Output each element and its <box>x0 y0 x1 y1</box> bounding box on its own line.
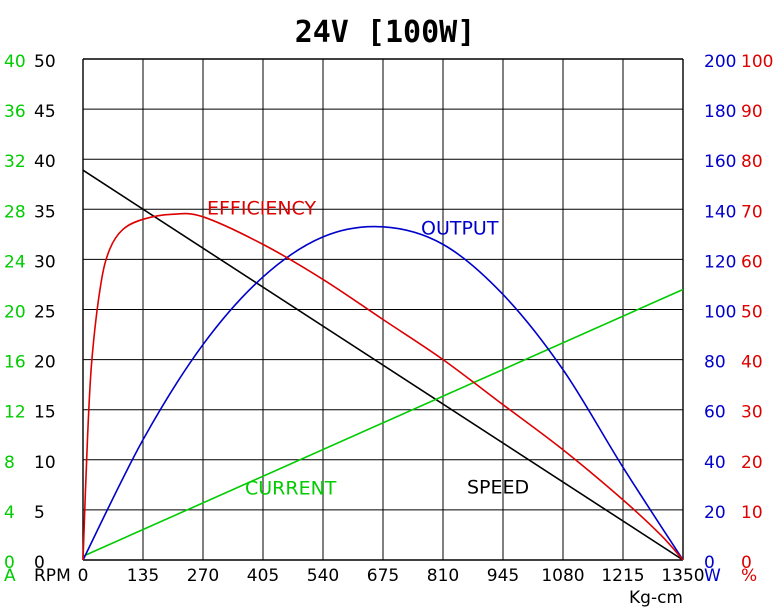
y-tick-label-output: 0 <box>704 553 715 573</box>
tick-labels: 0481216202428323640A05101520253035404550… <box>4 52 773 608</box>
y-tick-label-current: 28 <box>4 202 26 222</box>
x-tick-label: 270 <box>187 566 219 586</box>
y-tick-label-current: 32 <box>4 152 26 172</box>
series-label-speed: SPEED <box>467 477 529 499</box>
y-tick-label-efficiency: 30 <box>741 403 763 423</box>
series-line-efficiency <box>82 212 684 561</box>
y-tick-label-speed: 20 <box>34 353 56 373</box>
y-tick-label-output: 100 <box>704 303 736 323</box>
y-tick-label-output: 140 <box>704 202 736 222</box>
series-label-output: OUTPUT <box>421 218 499 240</box>
chart-title: 24V [100W] <box>295 15 476 50</box>
y-tick-label-output: 80 <box>704 353 726 373</box>
x-tick-label: 1350 <box>661 566 704 586</box>
axis-unit-label-speed: RPM <box>34 566 71 586</box>
y-tick-label-output: 200 <box>704 52 736 72</box>
y-tick-label-efficiency: 50 <box>741 303 763 323</box>
y-tick-label-speed: 10 <box>34 453 56 473</box>
y-tick-label-current: 16 <box>4 353 26 373</box>
series-label-current: CURRENT <box>245 478 337 500</box>
y-tick-label-efficiency: 0 <box>741 553 752 573</box>
y-tick-label-current: 4 <box>4 503 15 523</box>
y-tick-label-efficiency: 60 <box>741 252 763 272</box>
y-tick-label-output: 20 <box>704 503 726 523</box>
y-tick-label-current: 0 <box>4 553 15 573</box>
y-tick-label-efficiency: 90 <box>741 102 763 122</box>
y-tick-label-current: 12 <box>4 403 26 423</box>
y-tick-label-speed: 35 <box>34 202 56 222</box>
x-tick-label: 540 <box>307 566 339 586</box>
axis-unit-label-efficiency: % <box>741 566 757 586</box>
x-tick-label: 1215 <box>601 566 644 586</box>
x-tick-label: 810 <box>427 566 459 586</box>
y-tick-label-speed: 50 <box>34 52 56 72</box>
curves <box>82 169 684 561</box>
y-tick-label-current: 24 <box>4 252 26 272</box>
y-tick-label-speed: 0 <box>34 553 45 573</box>
y-tick-label-output: 60 <box>704 403 726 423</box>
axis-unit-label-current: A <box>4 566 16 586</box>
x-axis-unit-label: Kg-cm <box>629 588 683 608</box>
y-tick-label-efficiency: 80 <box>741 152 763 172</box>
y-tick-label-efficiency: 40 <box>741 353 763 373</box>
x-tick-label: 405 <box>247 566 279 586</box>
y-tick-label-current: 8 <box>4 453 15 473</box>
y-tick-label-current: 40 <box>4 52 26 72</box>
y-tick-label-output: 40 <box>704 453 726 473</box>
y-tick-label-speed: 15 <box>34 403 56 423</box>
y-tick-label-efficiency: 20 <box>741 453 763 473</box>
y-tick-label-efficiency: 10 <box>741 503 763 523</box>
y-tick-label-speed: 25 <box>34 303 56 323</box>
x-tick-label: 945 <box>487 566 519 586</box>
axis-unit-label-output: W <box>704 566 721 586</box>
series-labels: SPEED CURRENT OUTPUT EFFICIENCY <box>207 198 529 500</box>
x-tick-label: 1080 <box>541 566 584 586</box>
series-line-output <box>82 225 684 561</box>
y-tick-label-output: 160 <box>704 152 736 172</box>
y-tick-label-efficiency: 70 <box>741 202 763 222</box>
y-tick-label-output: 180 <box>704 102 736 122</box>
y-tick-label-current: 36 <box>4 102 26 122</box>
grid <box>82 58 684 561</box>
y-tick-label-speed: 40 <box>34 152 56 172</box>
x-tick-label: 135 <box>127 566 159 586</box>
y-tick-label-current: 20 <box>4 303 26 323</box>
y-tick-label-speed: 5 <box>34 503 45 523</box>
y-tick-label-speed: 30 <box>34 252 56 272</box>
y-tick-label-efficiency: 100 <box>741 52 773 72</box>
series-label-efficiency: EFFICIENCY <box>207 198 316 220</box>
x-tick-label: 675 <box>367 566 399 586</box>
series-line-speed <box>82 169 684 561</box>
y-tick-label-output: 120 <box>704 252 736 272</box>
x-tick-label: 0 <box>78 566 89 586</box>
y-tick-label-speed: 45 <box>34 102 56 122</box>
series-line-current <box>82 288 684 557</box>
